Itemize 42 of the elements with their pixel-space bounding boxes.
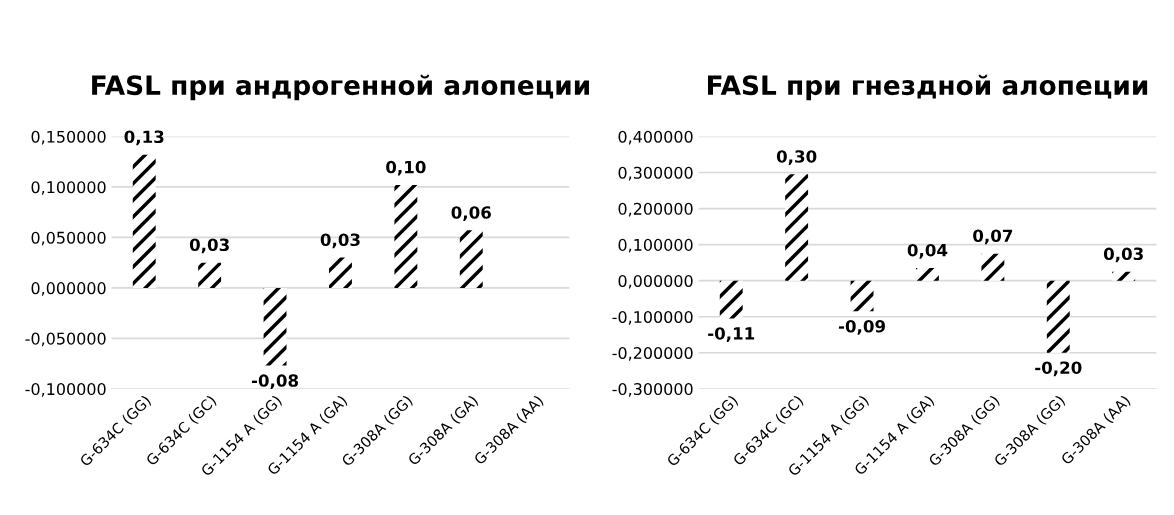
chart-title: FASL при андрогенной алопеции (92, 74, 589, 101)
bar (850, 280, 874, 312)
y-tick-label: 0,400000 (618, 130, 693, 145)
y-tick-label: -0,300000 (612, 383, 693, 397)
y-tick-label: -0,050000 (25, 332, 106, 347)
data-label: 0,06 (451, 206, 491, 221)
bar (459, 230, 483, 288)
bar (916, 268, 939, 281)
bar (981, 253, 1005, 281)
bar (263, 287, 287, 366)
bar (394, 184, 418, 288)
data-label: 0,07 (973, 229, 1013, 245)
data-label: -0,09 (838, 319, 886, 335)
chart-title: FASL при гнездной алопеции (708, 74, 1148, 101)
y-tick-label: 0,050000 (31, 231, 106, 246)
y-tick-label: -0,200000 (612, 346, 693, 361)
data-label: -0,20 (1035, 361, 1082, 377)
data-label: 0,30 (776, 150, 817, 165)
y-tick-label: 0,300000 (618, 166, 693, 181)
y-tick-label: 0,100000 (618, 238, 693, 253)
data-label: 0,04 (907, 243, 948, 259)
data-label: 0,03 (1103, 247, 1143, 263)
data-label: 0,03 (320, 233, 360, 249)
data-label: -0,08 (251, 374, 299, 389)
data-label: 0,03 (189, 238, 229, 254)
y-tick-label: 0,100000 (31, 181, 106, 195)
bar (785, 174, 809, 281)
data-label: 0,13 (124, 130, 164, 146)
bar (719, 280, 743, 319)
bar (329, 257, 352, 288)
data-label: 0,10 (386, 160, 426, 176)
y-tick-label: -0,100000 (25, 383, 106, 397)
bar (1046, 280, 1070, 353)
bar (198, 262, 222, 288)
bar (1112, 271, 1136, 281)
y-tick-label: -0,100000 (612, 310, 693, 325)
y-tick-label: 0,000000 (31, 282, 106, 296)
y-tick-label: 0,150000 (31, 130, 106, 145)
bar (132, 154, 156, 288)
y-tick-label: 0,200000 (618, 202, 693, 217)
data-label: -0,11 (708, 327, 755, 342)
y-tick-label: 0,000000 (618, 274, 693, 289)
